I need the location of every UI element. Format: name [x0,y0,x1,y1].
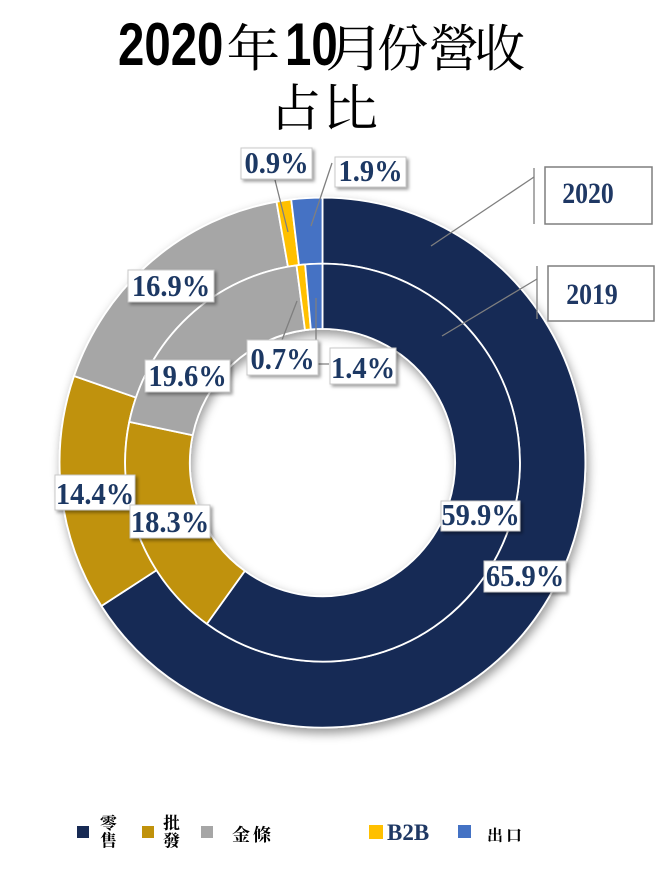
svg-text:65.9%: 65.9% [486,559,564,593]
svg-text:10: 10 [285,12,338,79]
svg-text:1.9%: 1.9% [338,154,402,188]
svg-text:2020: 2020 [562,177,614,210]
svg-text:B2B: B2B [387,820,429,845]
svg-text:1.4%: 1.4% [331,351,395,385]
svg-text:18.3%: 18.3% [131,505,209,539]
svg-text:19.6%: 19.6% [148,359,226,393]
svg-text:2020: 2020 [118,12,223,79]
svg-text:59.9%: 59.9% [441,498,519,532]
svg-text:16.9%: 16.9% [132,269,210,303]
svg-text:14.4%: 14.4% [56,477,134,511]
svg-text:0.7%: 0.7% [250,342,314,376]
svg-text:2019: 2019 [566,278,618,311]
svg-text:0.9%: 0.9% [244,146,308,180]
